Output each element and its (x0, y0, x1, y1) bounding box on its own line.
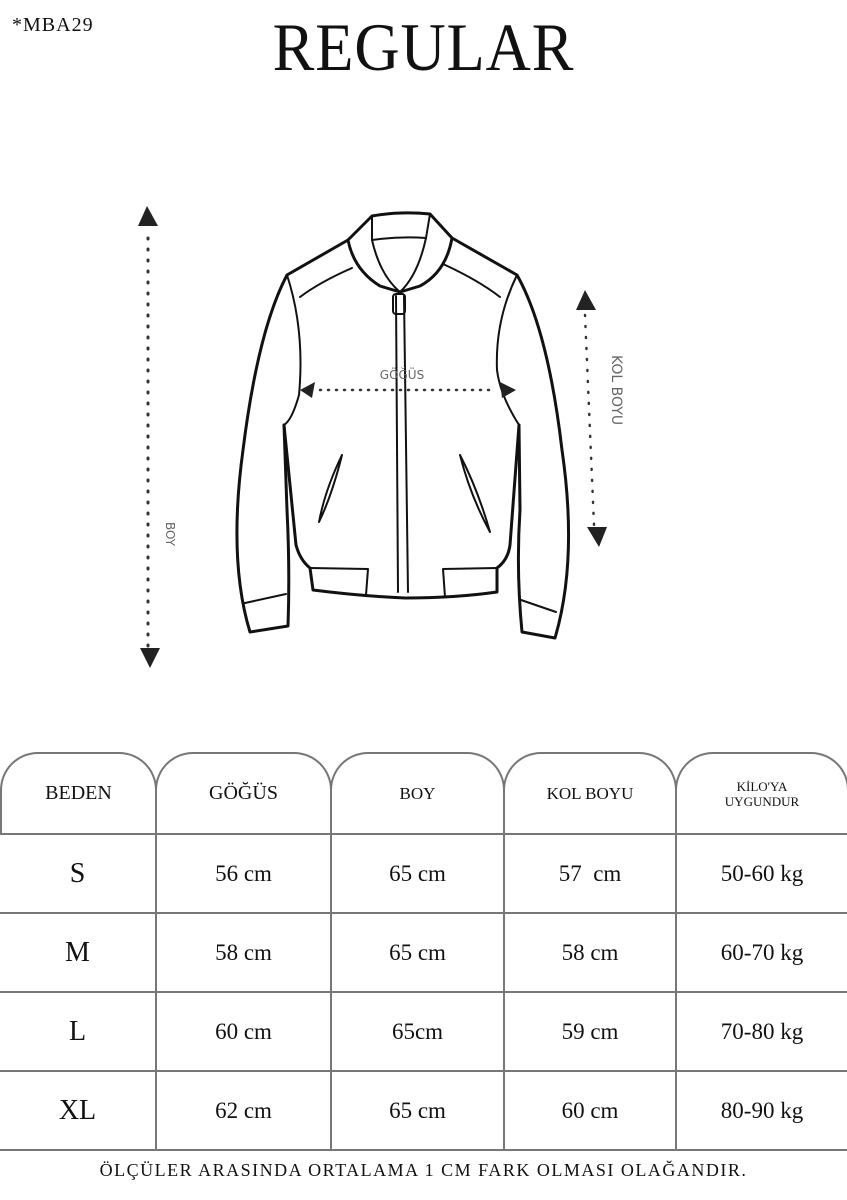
cell-sleeve-length: 57 cm (503, 835, 675, 912)
length-arrow (138, 206, 160, 668)
header-sleeve-length: KOL BOYU (503, 752, 677, 833)
header-size: BEDEN (0, 752, 157, 833)
cell-weight: 70-80 kg (675, 993, 847, 1070)
length-label: BOY (163, 522, 177, 547)
cell-weight: 60-70 kg (675, 914, 847, 991)
cell-weight: 80-90 kg (675, 1072, 847, 1149)
cell-sleeve-length: 60 cm (503, 1072, 675, 1149)
jacket-outline (235, 211, 571, 640)
sleeve-length-arrow (576, 290, 607, 547)
jacket-diagram: BOY GÖĞÜS KOL BOYU (138, 206, 624, 668)
table-row: XL 62 cm 65 cm 60 cm 80-90 kg (0, 1070, 847, 1151)
header-weight: KİLO'YA UYGUNDUR (675, 752, 847, 833)
table-row: S 56 cm 65 cm 57 cm 50-60 kg (0, 833, 847, 912)
table-header: BEDEN GÖĞÜS BOY KOL BOYU KİLO'YA UYGUNDU… (0, 752, 847, 833)
header-weight-line2: UYGUNDUR (724, 793, 800, 809)
cell-sleeve-length: 58 cm (503, 914, 675, 991)
cell-size: XL (58, 1094, 97, 1126)
cell-chest: 56 cm (155, 835, 330, 912)
cell-size: S (69, 857, 86, 889)
cell-length: 65 cm (330, 914, 503, 991)
header-length: BOY (330, 752, 505, 833)
chest-arrow (300, 382, 516, 398)
cell-chest: 60 cm (155, 993, 330, 1070)
footer-note: ÖLÇÜLER ARASINDA ORTALAMA 1 CM FARK OLMA… (99, 1160, 748, 1180)
sleeve-length-label: KOL BOYU (608, 355, 624, 425)
product-code: *MBA29 (12, 14, 94, 36)
cell-length: 65 cm (330, 1072, 503, 1149)
cell-size: M (65, 936, 90, 968)
cell-sleeve-length: 59 cm (503, 993, 675, 1070)
table-row: M 58 cm 65 cm 58 cm 60-70 kg (0, 912, 847, 991)
cell-weight: 50-60 kg (675, 835, 847, 912)
cell-chest: 62 cm (155, 1072, 330, 1149)
chest-label: GÖĞÜS (380, 366, 424, 382)
cell-size: L (68, 1015, 87, 1047)
header-chest: GÖĞÜS (155, 752, 332, 833)
header-weight-line1: KİLO'YA (736, 778, 788, 794)
table-row: L 60 cm 65cm 59 cm 70-80 kg (0, 991, 847, 1070)
size-table: BEDEN GÖĞÜS BOY KOL BOYU KİLO'YA UYGUNDU… (0, 752, 847, 1151)
fit-title: REGULAR (272, 9, 575, 85)
cell-length: 65 cm (330, 835, 503, 912)
cell-length: 65cm (330, 993, 503, 1070)
cell-chest: 58 cm (155, 914, 330, 991)
